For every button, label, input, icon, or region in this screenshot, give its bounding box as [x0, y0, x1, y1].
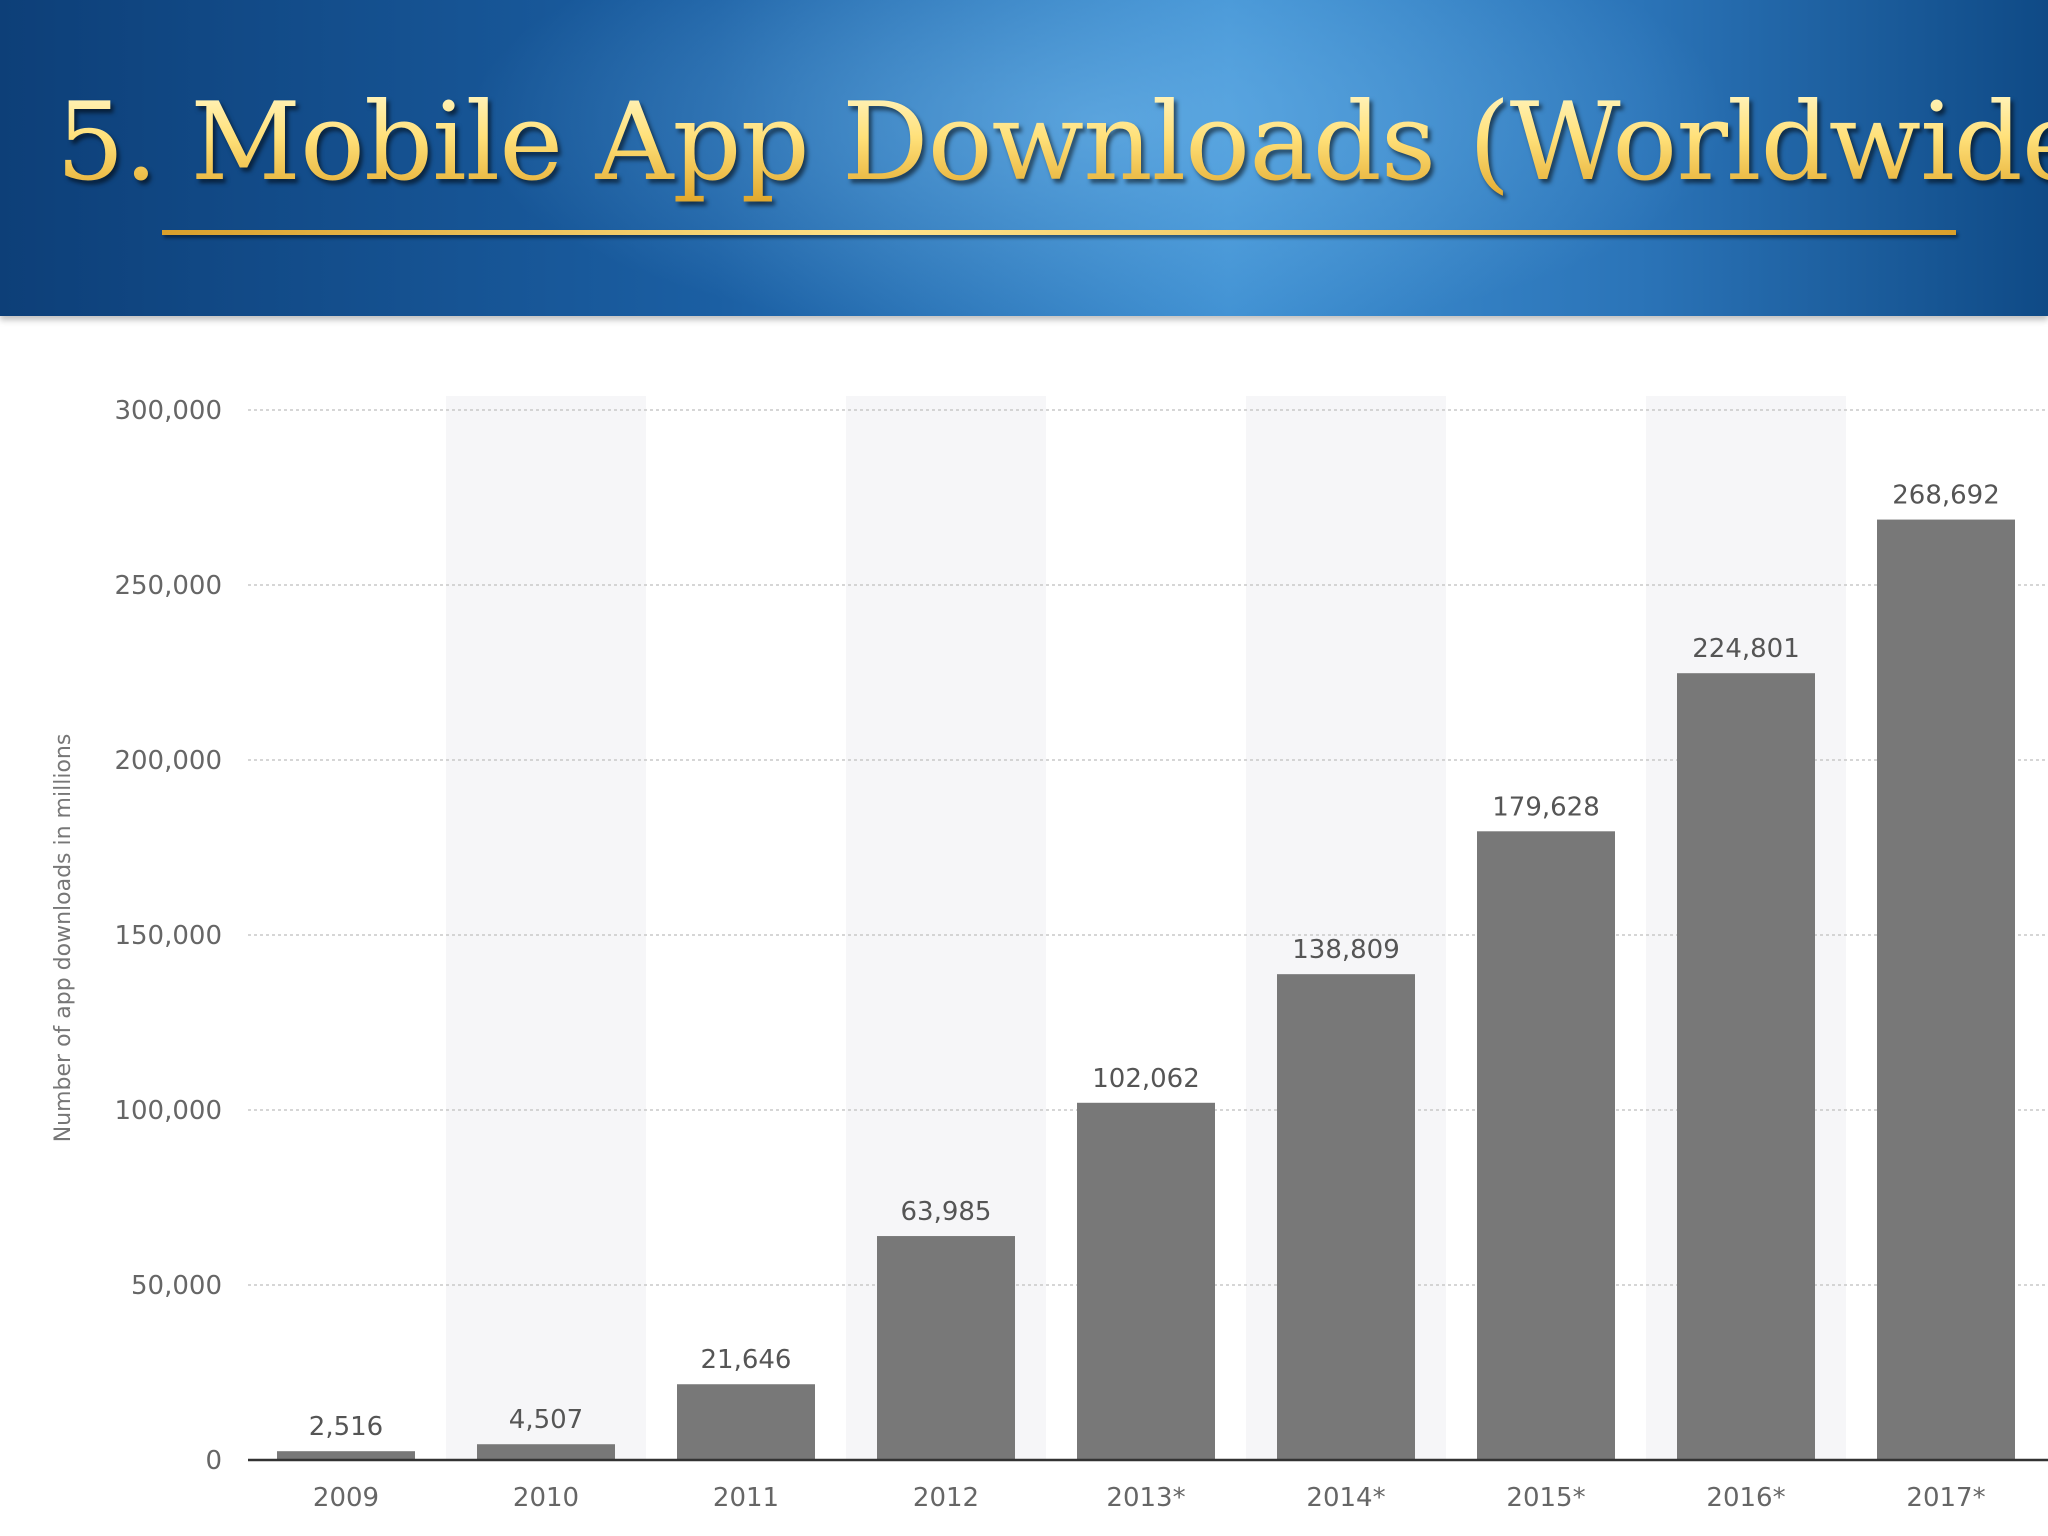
bar-value-label: 224,801 — [1692, 634, 1800, 664]
bar-value-label: 179,628 — [1492, 792, 1600, 822]
bar-value-label: 268,692 — [1892, 481, 2000, 511]
value-labels: 2,516 4,507 21,646 63,985 102,062 138,809 179,… — [309, 481, 2000, 1443]
bar — [677, 1384, 815, 1460]
x-tick-label: 2011 — [713, 1483, 779, 1513]
x-tick-label: 2009 — [313, 1483, 379, 1513]
bar — [1677, 673, 1815, 1460]
y-tick-label: 250,000 — [114, 571, 222, 601]
bar-value-label: 102,062 — [1092, 1064, 1200, 1094]
x-tick-label: 2012 — [913, 1483, 979, 1513]
bar-value-label: 138,809 — [1292, 935, 1400, 965]
x-tick-label: 2014* — [1306, 1483, 1385, 1513]
x-tick-label: 2016* — [1706, 1483, 1785, 1513]
y-axis: 0 50,000 100,000 150,000 200,000 250,000 300,0… — [114, 396, 222, 1476]
y-tick-label: 150,000 — [114, 921, 222, 951]
y-tick-label: 300,000 — [114, 396, 222, 426]
y-tick-label: 100,000 — [114, 1096, 222, 1126]
bar — [277, 1451, 415, 1460]
y-tick-label: 200,000 — [114, 746, 222, 776]
x-tick-label: 2010 — [513, 1483, 579, 1513]
bar — [1477, 831, 1615, 1460]
bar — [1277, 974, 1415, 1460]
bar — [1077, 1102, 1215, 1460]
bar-value-label: 21,646 — [701, 1345, 792, 1375]
slide-title: 5. Mobile App Downloads (Worldwide) — [56, 83, 2048, 203]
bar — [877, 1236, 1015, 1460]
bar-chart: 2,516 4,507 21,646 63,985 102,062 138,809 179,… — [51, 396, 2048, 1513]
title-banner — [0, 0, 2048, 316]
column-band — [446, 396, 646, 1460]
bar — [477, 1444, 615, 1460]
bar-value-label: 63,985 — [901, 1197, 992, 1227]
bars — [277, 519, 2015, 1460]
y-tick-label: 0 — [205, 1446, 222, 1476]
x-tick-label: 2013* — [1106, 1483, 1185, 1513]
bar-value-label: 2,516 — [309, 1412, 383, 1442]
bar — [1877, 519, 2015, 1460]
bar-value-label: 4,507 — [509, 1405, 583, 1435]
y-tick-label: 50,000 — [131, 1271, 222, 1301]
title-underline — [162, 230, 1956, 235]
x-axis: 2009 2010 2011 2012 2013* 2014* 2015* 2016* 2017… — [248, 1458, 2048, 1513]
x-tick-label: 2015* — [1506, 1483, 1585, 1513]
y-axis-label: Number of app downloads in millions — [51, 734, 76, 1143]
x-tick-label: 2017* — [1906, 1483, 1985, 1513]
